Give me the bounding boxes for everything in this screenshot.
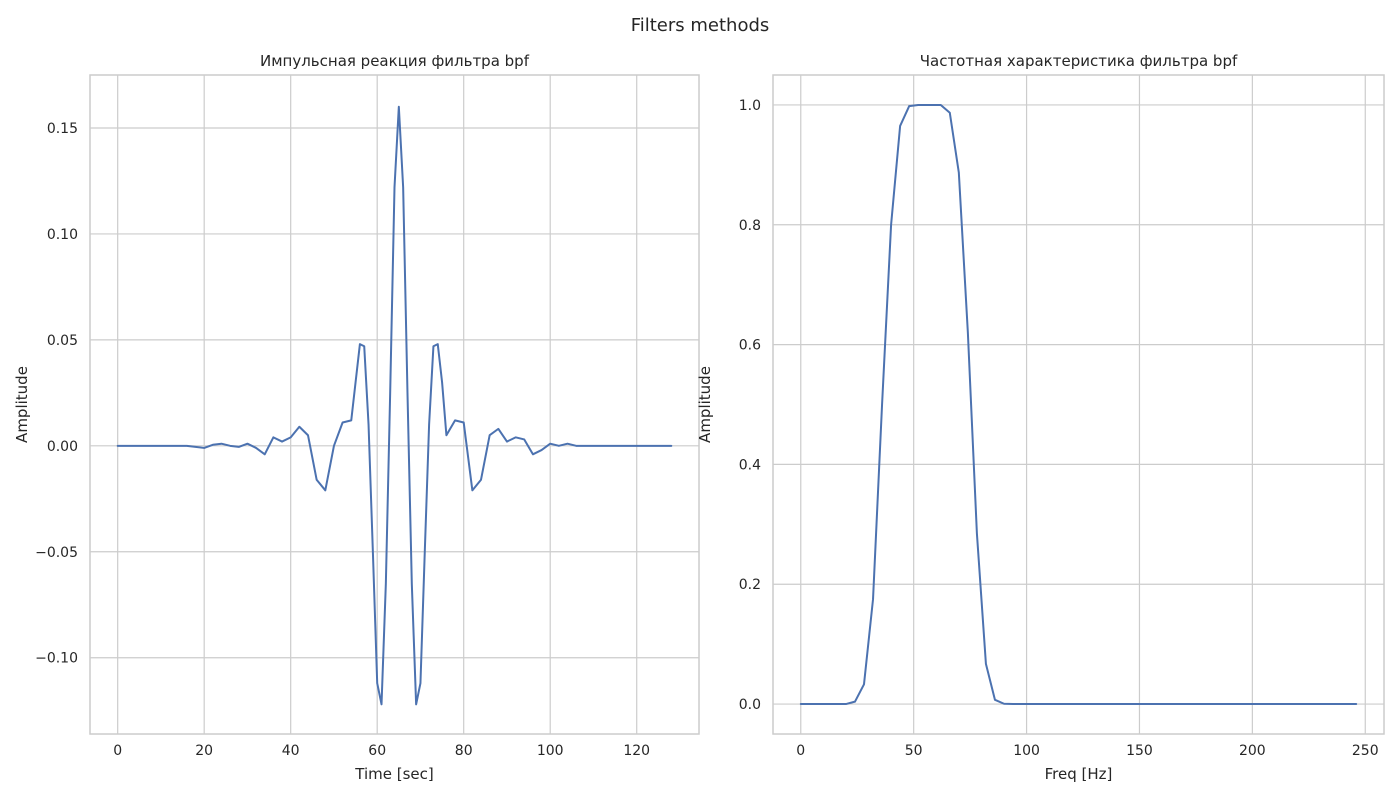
impulse-series-line [116, 105, 673, 706]
impulse-y-tick-label: 0.10 [47, 227, 78, 243]
freq-y-axis-label: Amplitude [696, 366, 714, 443]
freq-y-tick-label: 1.0 [739, 98, 761, 114]
freq-axes-title: Частотная характеристика фильтра bpf [920, 52, 1238, 70]
impulse-x-tick-label: 20 [195, 743, 213, 759]
freq-x-tick-label: 0 [796, 743, 805, 759]
impulse-y-axis-label: Amplitude [13, 366, 31, 443]
freq-x-tick-label: 150 [1126, 743, 1153, 759]
freq-x-tick-label: 100 [1013, 743, 1040, 759]
freq-x-tick-label: 250 [1352, 743, 1379, 759]
impulse-y-tick-label: 0.15 [47, 121, 78, 137]
impulse-axes-frame [89, 74, 700, 735]
impulse-y-tick-label: 0.05 [47, 333, 78, 349]
freq-y-tick-label: 0.8 [739, 218, 761, 234]
freq-axes-frame [772, 74, 1385, 735]
freq-plot-area [773, 75, 1384, 734]
freq-x-tick-label: 200 [1239, 743, 1266, 759]
freq-y-tick-label: 0.4 [739, 457, 761, 473]
freq-x-tick-label: 50 [905, 743, 923, 759]
freq-series-line [799, 103, 1358, 706]
freq-y-tick-label: 0.6 [739, 338, 761, 354]
impulse-x-tick-label: 100 [537, 743, 564, 759]
impulse-y-tick-label: −0.10 [35, 651, 78, 667]
frequency-response-axes: 0 50 100 150 200 250 0.0 0.2 0.4 0.6 0.8 1.0 Частотн… [696, 52, 1385, 783]
freq-y-tick-label: 0.2 [739, 577, 761, 593]
impulse-axes-title: Импульсная реакция фильтра bpf [260, 52, 530, 70]
impulse-x-tick-label: 60 [368, 743, 386, 759]
impulse-x-axis-label: Time [sec] [354, 765, 433, 783]
impulse-x-tick-label: 120 [623, 743, 650, 759]
freq-x-axis-label: Freq [Hz] [1045, 765, 1113, 783]
impulse-x-tick-label: 40 [282, 743, 300, 759]
impulse-y-tick-label: 0.00 [47, 439, 78, 455]
impulse-response-axes: 0 20 40 60 80 100 120 −0.10 −0.05 0.00 0.05 0.10 0.1… [13, 52, 700, 783]
impulse-y-tick-label: −0.05 [35, 545, 78, 561]
figure-suptitle: Filters methods [631, 15, 770, 36]
impulse-x-tick-label: 80 [455, 743, 473, 759]
impulse-x-tick-label: 0 [113, 743, 122, 759]
freq-y-tick-label: 0.0 [739, 697, 761, 713]
